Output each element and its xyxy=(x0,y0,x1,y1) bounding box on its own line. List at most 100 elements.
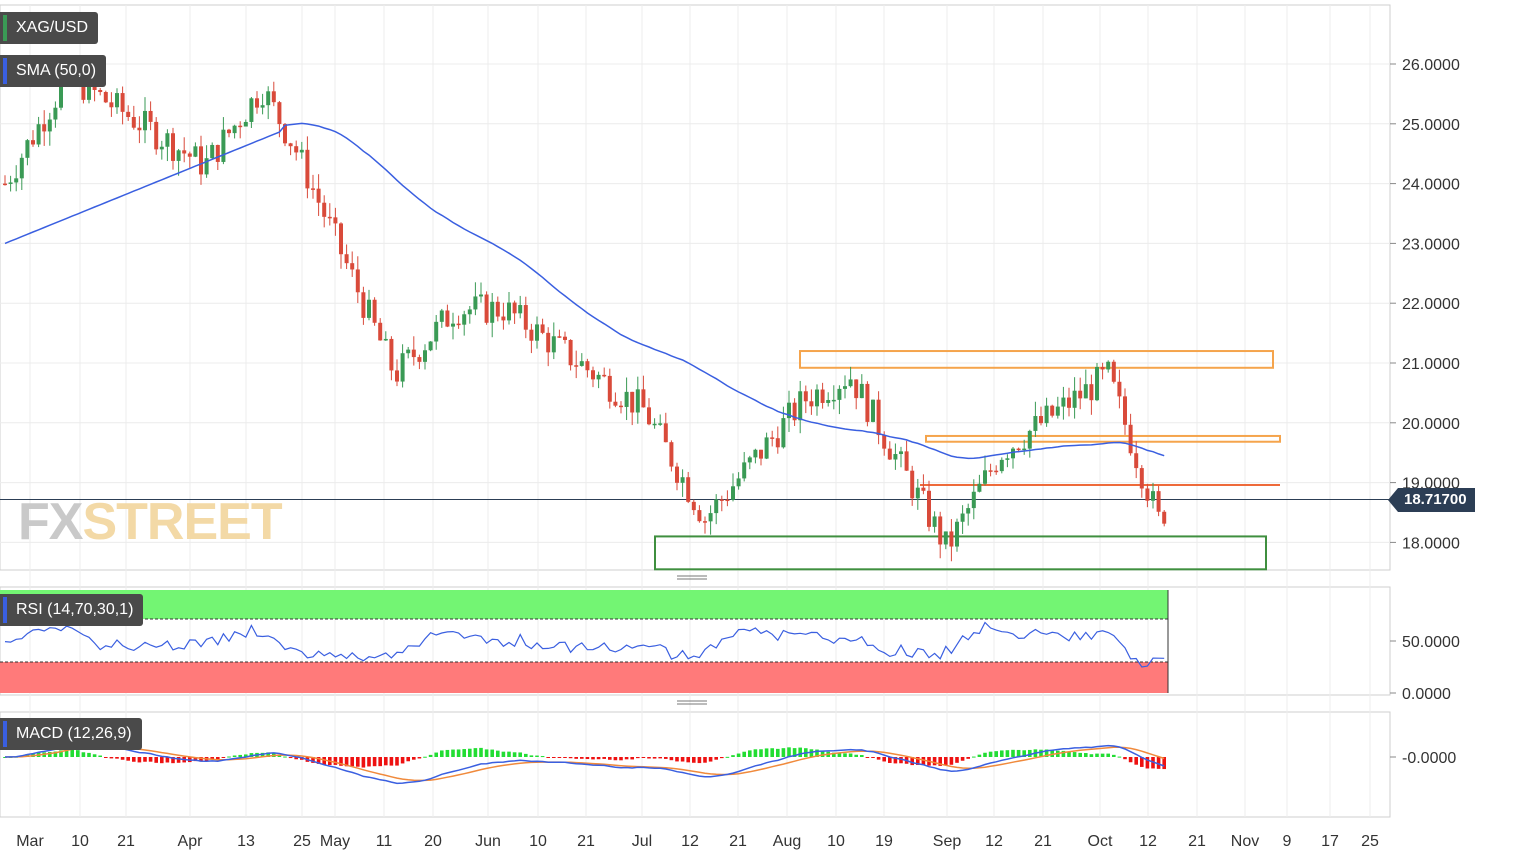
candle-body xyxy=(339,223,343,255)
macd-histogram-bar xyxy=(647,757,651,759)
macd-histogram-bar xyxy=(423,756,427,758)
macd-line xyxy=(4,743,1165,785)
rsi-tick-label: 0.0000 xyxy=(1402,686,1451,703)
candle-body xyxy=(523,305,528,330)
macd-histogram-bar xyxy=(882,757,886,762)
candle-body xyxy=(647,407,651,425)
macd-histogram-bar xyxy=(1095,753,1099,757)
macd-histogram-bar xyxy=(126,757,130,761)
macd-histogram-bar xyxy=(1145,757,1150,769)
candle-body xyxy=(708,513,713,522)
macd-histogram-bar xyxy=(748,750,752,757)
macd-histogram-bar xyxy=(658,757,662,759)
candle-body xyxy=(249,98,254,122)
grid-lines xyxy=(0,4,1391,818)
candle-body xyxy=(1083,384,1088,399)
candle-body xyxy=(1134,453,1139,469)
macd-histogram-bar xyxy=(1067,751,1071,757)
macd-histogram-bar xyxy=(468,748,472,757)
macd-histogram-bar xyxy=(619,757,623,761)
macd-histogram-bar xyxy=(792,748,797,757)
macd-histogram-bar xyxy=(876,757,881,760)
macd-histogram-bar xyxy=(865,757,870,758)
candle-body xyxy=(143,110,147,131)
candle-body xyxy=(703,521,707,523)
macd-histogram-bar xyxy=(820,750,825,757)
candle-body xyxy=(1156,491,1161,512)
candle-body xyxy=(1005,458,1010,460)
macd-histogram-bar xyxy=(154,757,158,763)
macd-histogram-bar xyxy=(1117,756,1122,758)
macd-histogram-bar xyxy=(76,750,80,757)
macd-histogram-bar xyxy=(232,755,237,757)
candle-body xyxy=(165,133,170,147)
macd-histogram-bar xyxy=(680,757,685,762)
candle-body xyxy=(378,322,383,341)
macd-histogram-bar xyxy=(53,751,58,757)
macd-histogram-bar xyxy=(378,757,382,767)
candle-body xyxy=(473,296,478,310)
instrument-tag[interactable]: XAG/USD xyxy=(0,12,99,44)
candle-body xyxy=(199,146,203,175)
macd-histogram-bar xyxy=(473,748,478,757)
candle-body xyxy=(445,310,450,327)
macd-histogram-bar xyxy=(64,749,69,757)
candle-body xyxy=(1089,384,1094,401)
candle-body xyxy=(406,349,411,354)
candle-body xyxy=(630,391,635,413)
macd-histogram-bar xyxy=(384,757,388,766)
x-tick-label: 12 xyxy=(681,833,699,850)
resistance-zone-upper xyxy=(799,350,1274,369)
candle-body xyxy=(602,374,607,377)
candle-body xyxy=(815,389,819,407)
candle-body xyxy=(927,490,931,527)
macd-histogram-bar xyxy=(1140,757,1144,767)
candle-body xyxy=(361,292,366,318)
candle-body xyxy=(714,499,719,514)
macd-histogram-bar xyxy=(87,752,91,757)
macd-histogram-bar xyxy=(714,757,718,760)
candle-body xyxy=(1162,511,1167,524)
candle-body xyxy=(781,418,786,448)
candle-body xyxy=(904,451,909,471)
rsi-tag[interactable]: RSI (14,70,30,1) xyxy=(0,594,144,626)
sma-tag[interactable]: SMA (50,0) xyxy=(0,55,107,87)
candle-body xyxy=(14,178,19,183)
candle-body xyxy=(574,365,579,367)
candle-body xyxy=(1011,448,1015,459)
candle-body xyxy=(831,399,836,402)
candle-body xyxy=(949,531,954,547)
candle-body xyxy=(148,110,153,122)
candle-body xyxy=(535,324,539,341)
macd-histogram-bar xyxy=(770,748,774,757)
candle-body xyxy=(103,92,108,103)
macd-panel-frame xyxy=(0,711,1391,818)
macd-histogram-bar xyxy=(1112,754,1116,757)
candle-body xyxy=(798,391,803,421)
macd-tag[interactable]: MACD (12,26,9) xyxy=(0,718,142,750)
macd-histogram-bar xyxy=(972,756,976,758)
candle-body xyxy=(977,483,982,492)
candle-body xyxy=(921,487,926,491)
candle-body xyxy=(109,102,114,108)
macd-histogram-bar xyxy=(1050,750,1054,757)
candle-body xyxy=(159,146,164,150)
candle-body xyxy=(652,423,657,426)
axes: Mar 10 21 Apr 13 25 May 11 20 Jun 10 21 Jul 12 21 Aug 10… xyxy=(16,57,1460,850)
support-zone xyxy=(654,535,1267,571)
rsi-overbought-zone xyxy=(0,590,1168,619)
candle-body xyxy=(311,188,315,190)
candle-body xyxy=(238,125,243,128)
macd-histogram-bar xyxy=(703,757,707,763)
macd-histogram-bar xyxy=(484,749,489,757)
macd-histogram-bar xyxy=(843,753,847,757)
macd-histogram-bar xyxy=(546,757,550,758)
macd-histogram-bar xyxy=(669,757,674,761)
candle-body xyxy=(467,309,472,315)
macd-histogram-bar xyxy=(490,749,494,757)
macd-histogram-bar xyxy=(1151,757,1155,769)
macd-histogram-bar xyxy=(1089,754,1094,757)
macd-histogram-bar xyxy=(725,756,730,758)
candle-body xyxy=(221,129,226,162)
